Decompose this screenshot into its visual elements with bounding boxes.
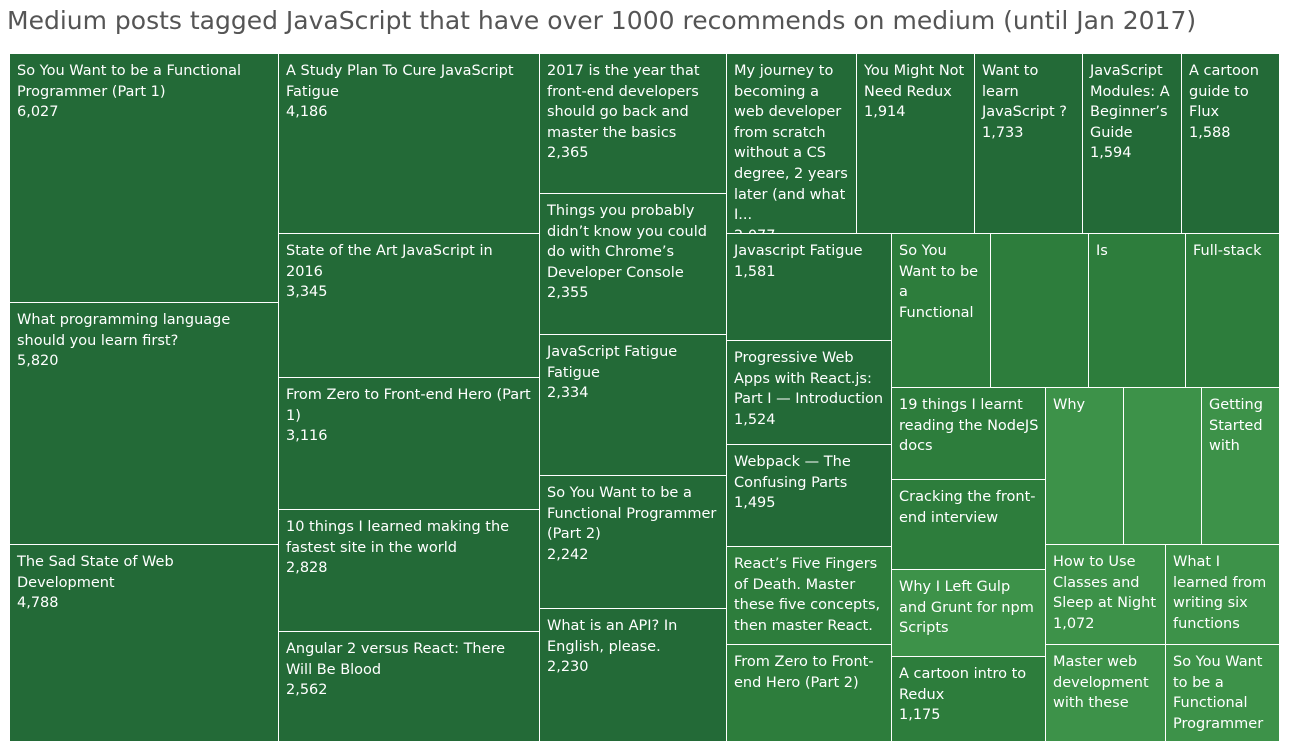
- treemap-cell-value: 2,365: [547, 145, 589, 162]
- treemap-cell-value: 1,524: [734, 411, 776, 428]
- treemap-cell-label: My journey to becoming a web developer f…: [734, 63, 848, 224]
- treemap-cell-30-blank[interactable]: [1124, 388, 1202, 545]
- treemap-cell-7-10-things-i-learned-making-the-fastest-s[interactable]: 10 things I learned making the fastest s…: [279, 510, 540, 632]
- treemap-cell-1-so-you-want-to-be-a-functional-programme[interactable]: So You Want to be a Functional Programme…: [10, 54, 279, 303]
- treemap-cell-value: 2,230: [547, 659, 589, 676]
- chart-title: Medium posts tagged JavaScript that have…: [7, 6, 1197, 35]
- treemap-cell-label: Full-stack: [1193, 243, 1262, 259]
- treemap-cell-value: 2,355: [547, 285, 589, 302]
- treemap-cell-label: 19 things I learnt reading the NodeJS do…: [899, 397, 1039, 455]
- treemap-cell-value: 4,186: [286, 104, 328, 121]
- treemap-cell-23-from-zero-to-front-end-hero-part-2[interactable]: From Zero to Front-end Hero (Part 2): [727, 645, 892, 742]
- treemap-cell-label: Angular 2 versus React: There Will Be Bl…: [286, 641, 506, 678]
- treemap-cell-label: Why I Left Gulp and Grunt for npm Script…: [899, 579, 1034, 637]
- treemap-cell-22-react-s-five-fingers-of-death-master-the[interactable]: React’s Five Fingers of Death. Master th…: [727, 547, 892, 645]
- treemap-cell-label: State of the Art JavaScript in 2016: [286, 243, 493, 280]
- treemap-cell-14-my-journey-to-becoming-a-web-developer-f[interactable]: My journey to becoming a web developer f…: [727, 54, 857, 234]
- treemap-cell-value: 2,242: [547, 546, 589, 563]
- treemap-cell-5-state-of-the-art-javascript-in-2016[interactable]: State of the Art JavaScript in 2016 3,345: [279, 234, 540, 378]
- treemap-cell-label: Cracking the front-end interview: [899, 489, 1036, 526]
- treemap-cell-value: 3,345: [286, 284, 328, 301]
- treemap-cell-28-19-things-i-learnt-reading-the-nodejs-do[interactable]: 19 things I learnt reading the NodeJS do…: [892, 388, 1046, 480]
- treemap-cell-value: 2,828: [286, 560, 328, 577]
- treemap-cell-label: Progressive Web Apps with React.js: Part…: [734, 350, 884, 408]
- treemap-cell-label: The Sad State of Web Development: [17, 554, 174, 591]
- treemap-cell-label: You Might Not Need Redux: [864, 63, 965, 100]
- treemap-cell-label: Why: [1053, 397, 1086, 413]
- treemap-cell-label: From Zero to Front-end Hero (Part 2): [734, 654, 874, 691]
- treemap-cell-label: What programming language should you lea…: [17, 312, 231, 349]
- treemap-cell-13-what-is-an-api-in-english-please[interactable]: What is an API? In English, please. 2,230: [540, 609, 727, 742]
- treemap-cell-label: A Study Plan To Cure JavaScript Fatigue: [286, 63, 514, 100]
- treemap-cell-value: 5,820: [17, 353, 59, 370]
- treemap-cell-label: What I learned from writing six function…: [1173, 554, 1267, 632]
- treemap-cell-34-a-cartoon-intro-to-redux[interactable]: A cartoon intro to Redux 1,175: [892, 657, 1046, 742]
- treemap-cell-label: What is an API? In English, please.: [547, 618, 678, 655]
- treemap-cell-25-blank[interactable]: [991, 234, 1089, 388]
- treemap-cell-value: 1,072: [1053, 615, 1095, 632]
- treemap-cell-label: So You Want to be a Functional Programme…: [547, 485, 717, 543]
- treemap-cell-label: Things you probably didn’t know you coul…: [547, 203, 707, 281]
- treemap-cell-19-javascript-fatigue[interactable]: Javascript Fatigue 1,581: [727, 234, 892, 341]
- treemap-cell-label: React’s Five Fingers of Death. Master th…: [734, 556, 881, 634]
- treemap-cell-32-cracking-the-front-end-interview[interactable]: Cracking the front-end interview: [892, 480, 1046, 570]
- treemap-cell-8-angular-2-versus-react-there-will-be-blo[interactable]: Angular 2 versus React: There Will Be Bl…: [279, 632, 540, 742]
- treemap-cell-value: 2,334: [547, 385, 589, 402]
- treemap-cell-value: 1,733: [982, 124, 1024, 141]
- treemap-cell-9-2017-is-the-year-that-front-end-develope[interactable]: 2017 is the year that front-end develope…: [540, 54, 727, 194]
- treemap-cell-3-the-sad-state-of-web-development[interactable]: The Sad State of Web Development 4,788: [10, 545, 279, 742]
- treemap-cell-2-what-programming-language-should-you-lea[interactable]: What programming language should you lea…: [10, 303, 279, 545]
- treemap-cell-value: 1,588: [1189, 124, 1231, 141]
- treemap-cell-label: A cartoon guide to Flux: [1189, 63, 1259, 121]
- treemap-cell-33-why-i-left-gulp-and-grunt-for-npm-script[interactable]: Why I Left Gulp and Grunt for npm Script…: [892, 570, 1046, 657]
- treemap-cell-24-so-you-want-to-be-a-functional[interactable]: So You Want to be a Functional: [892, 234, 991, 388]
- treemap-cell-31-getting-started-with[interactable]: Getting Started with: [1202, 388, 1280, 545]
- treemap-cell-17-javascript-modules-a-beginner-s-guide[interactable]: JavaScript Modules: A Beginner’s Guide 1,…: [1083, 54, 1182, 234]
- treemap-cell-11-javascript-fatigue-fatigue[interactable]: JavaScript Fatigue Fatigue 2,334: [540, 335, 727, 476]
- treemap-cell-38-so-you-want-to-be-a-functional-programme[interactable]: So You Want to be a Functional Programme…: [1166, 645, 1280, 742]
- treemap-cell-18-a-cartoon-guide-to-flux[interactable]: A cartoon guide to Flux 1,588: [1182, 54, 1280, 234]
- treemap-cell-6-from-zero-to-front-end-hero-part-1[interactable]: From Zero to Front-end Hero (Part 1) 3,11…: [279, 378, 540, 510]
- treemap-cell-label: Want to learn JavaScript ?: [982, 63, 1067, 121]
- treemap-cell-value: 6,027: [17, 104, 59, 121]
- treemap-cell-value: 1,175: [899, 707, 941, 724]
- treemap-cell-20-progressive-web-apps-with-react-js-part-[interactable]: Progressive Web Apps with React.js: Part…: [727, 341, 892, 445]
- treemap-cell-label: So You Want to be a Functional Programme…: [17, 63, 242, 100]
- treemap-cell-value: 3,116: [286, 428, 328, 445]
- treemap-cell-label: A cartoon intro to Redux: [899, 666, 1027, 703]
- treemap-cell-label: From Zero to Front-end Hero (Part 1): [286, 387, 531, 424]
- treemap-cell-35-how-to-use-classes-and-sleep-at-night[interactable]: How to Use Classes and Sleep at Night 1,0…: [1046, 545, 1166, 645]
- treemap-cell-value: 1,914: [864, 104, 906, 121]
- treemap-cell-36-what-i-learned-from-writing-six-function[interactable]: What I learned from writing six function…: [1166, 545, 1280, 645]
- treemap-cell-value: 1,495: [734, 495, 776, 512]
- treemap-cell-29-why[interactable]: Why: [1046, 388, 1124, 545]
- treemap-cell-value: 2,077: [734, 226, 850, 233]
- treemap-cell-15-you-might-not-need-redux[interactable]: You Might Not Need Redux 1,914: [857, 54, 975, 234]
- treemap-cell-label: Getting Started with: [1209, 397, 1263, 455]
- treemap-cell-label: Javascript Fatigue: [734, 243, 863, 259]
- treemap-cell-27-full-stack[interactable]: Full-stack: [1186, 234, 1280, 388]
- treemap-cell-label: Is: [1096, 243, 1108, 259]
- treemap-cell-label: So You Want to be a Functional: [899, 243, 979, 321]
- treemap-cell-value: 2,562: [286, 682, 328, 699]
- treemap-cell-label: 2017 is the year that front-end develope…: [547, 63, 700, 141]
- treemap-cell-value: 1,594: [1090, 145, 1132, 162]
- treemap-cell-label: Master web development with these: [1053, 654, 1149, 712]
- treemap-cell-value: 4,788: [17, 595, 59, 612]
- treemap-cell-21-webpack-the-confusing-parts[interactable]: Webpack — The Confusing Parts 1,495: [727, 445, 892, 547]
- treemap-cell-10-things-you-probably-didn-t-know-you-coul[interactable]: Things you probably didn’t know you coul…: [540, 194, 727, 335]
- treemap-cell-value: 1,581: [734, 263, 776, 280]
- treemap-cell-label: How to Use Classes and Sleep at Night: [1053, 554, 1157, 612]
- treemap-cell-label: JavaScript Modules: A Beginner’s Guide: [1090, 63, 1170, 141]
- treemap-cell-label: JavaScript Fatigue Fatigue: [547, 344, 678, 381]
- treemap-cell-label: So You Want to be a Functional Programme…: [1173, 654, 1264, 732]
- treemap-cell-label: 10 things I learned making the fastest s…: [286, 519, 510, 556]
- treemap-cell-37-master-web-development-with-these[interactable]: Master web development with these: [1046, 645, 1166, 742]
- treemap-cell-label: Webpack — The Confusing Parts: [734, 454, 851, 491]
- treemap-cell-4-a-study-plan-to-cure-javascript-fatigue[interactable]: A Study Plan To Cure JavaScript Fatigue 4…: [279, 54, 540, 234]
- treemap-cell-26-is[interactable]: Is: [1089, 234, 1186, 388]
- treemap-cell-12-so-you-want-to-be-a-functional-programme[interactable]: So You Want to be a Functional Programme…: [540, 476, 727, 609]
- treemap-cell-16-want-to-learn-javascript[interactable]: Want to learn JavaScript ? 1,733: [975, 54, 1083, 234]
